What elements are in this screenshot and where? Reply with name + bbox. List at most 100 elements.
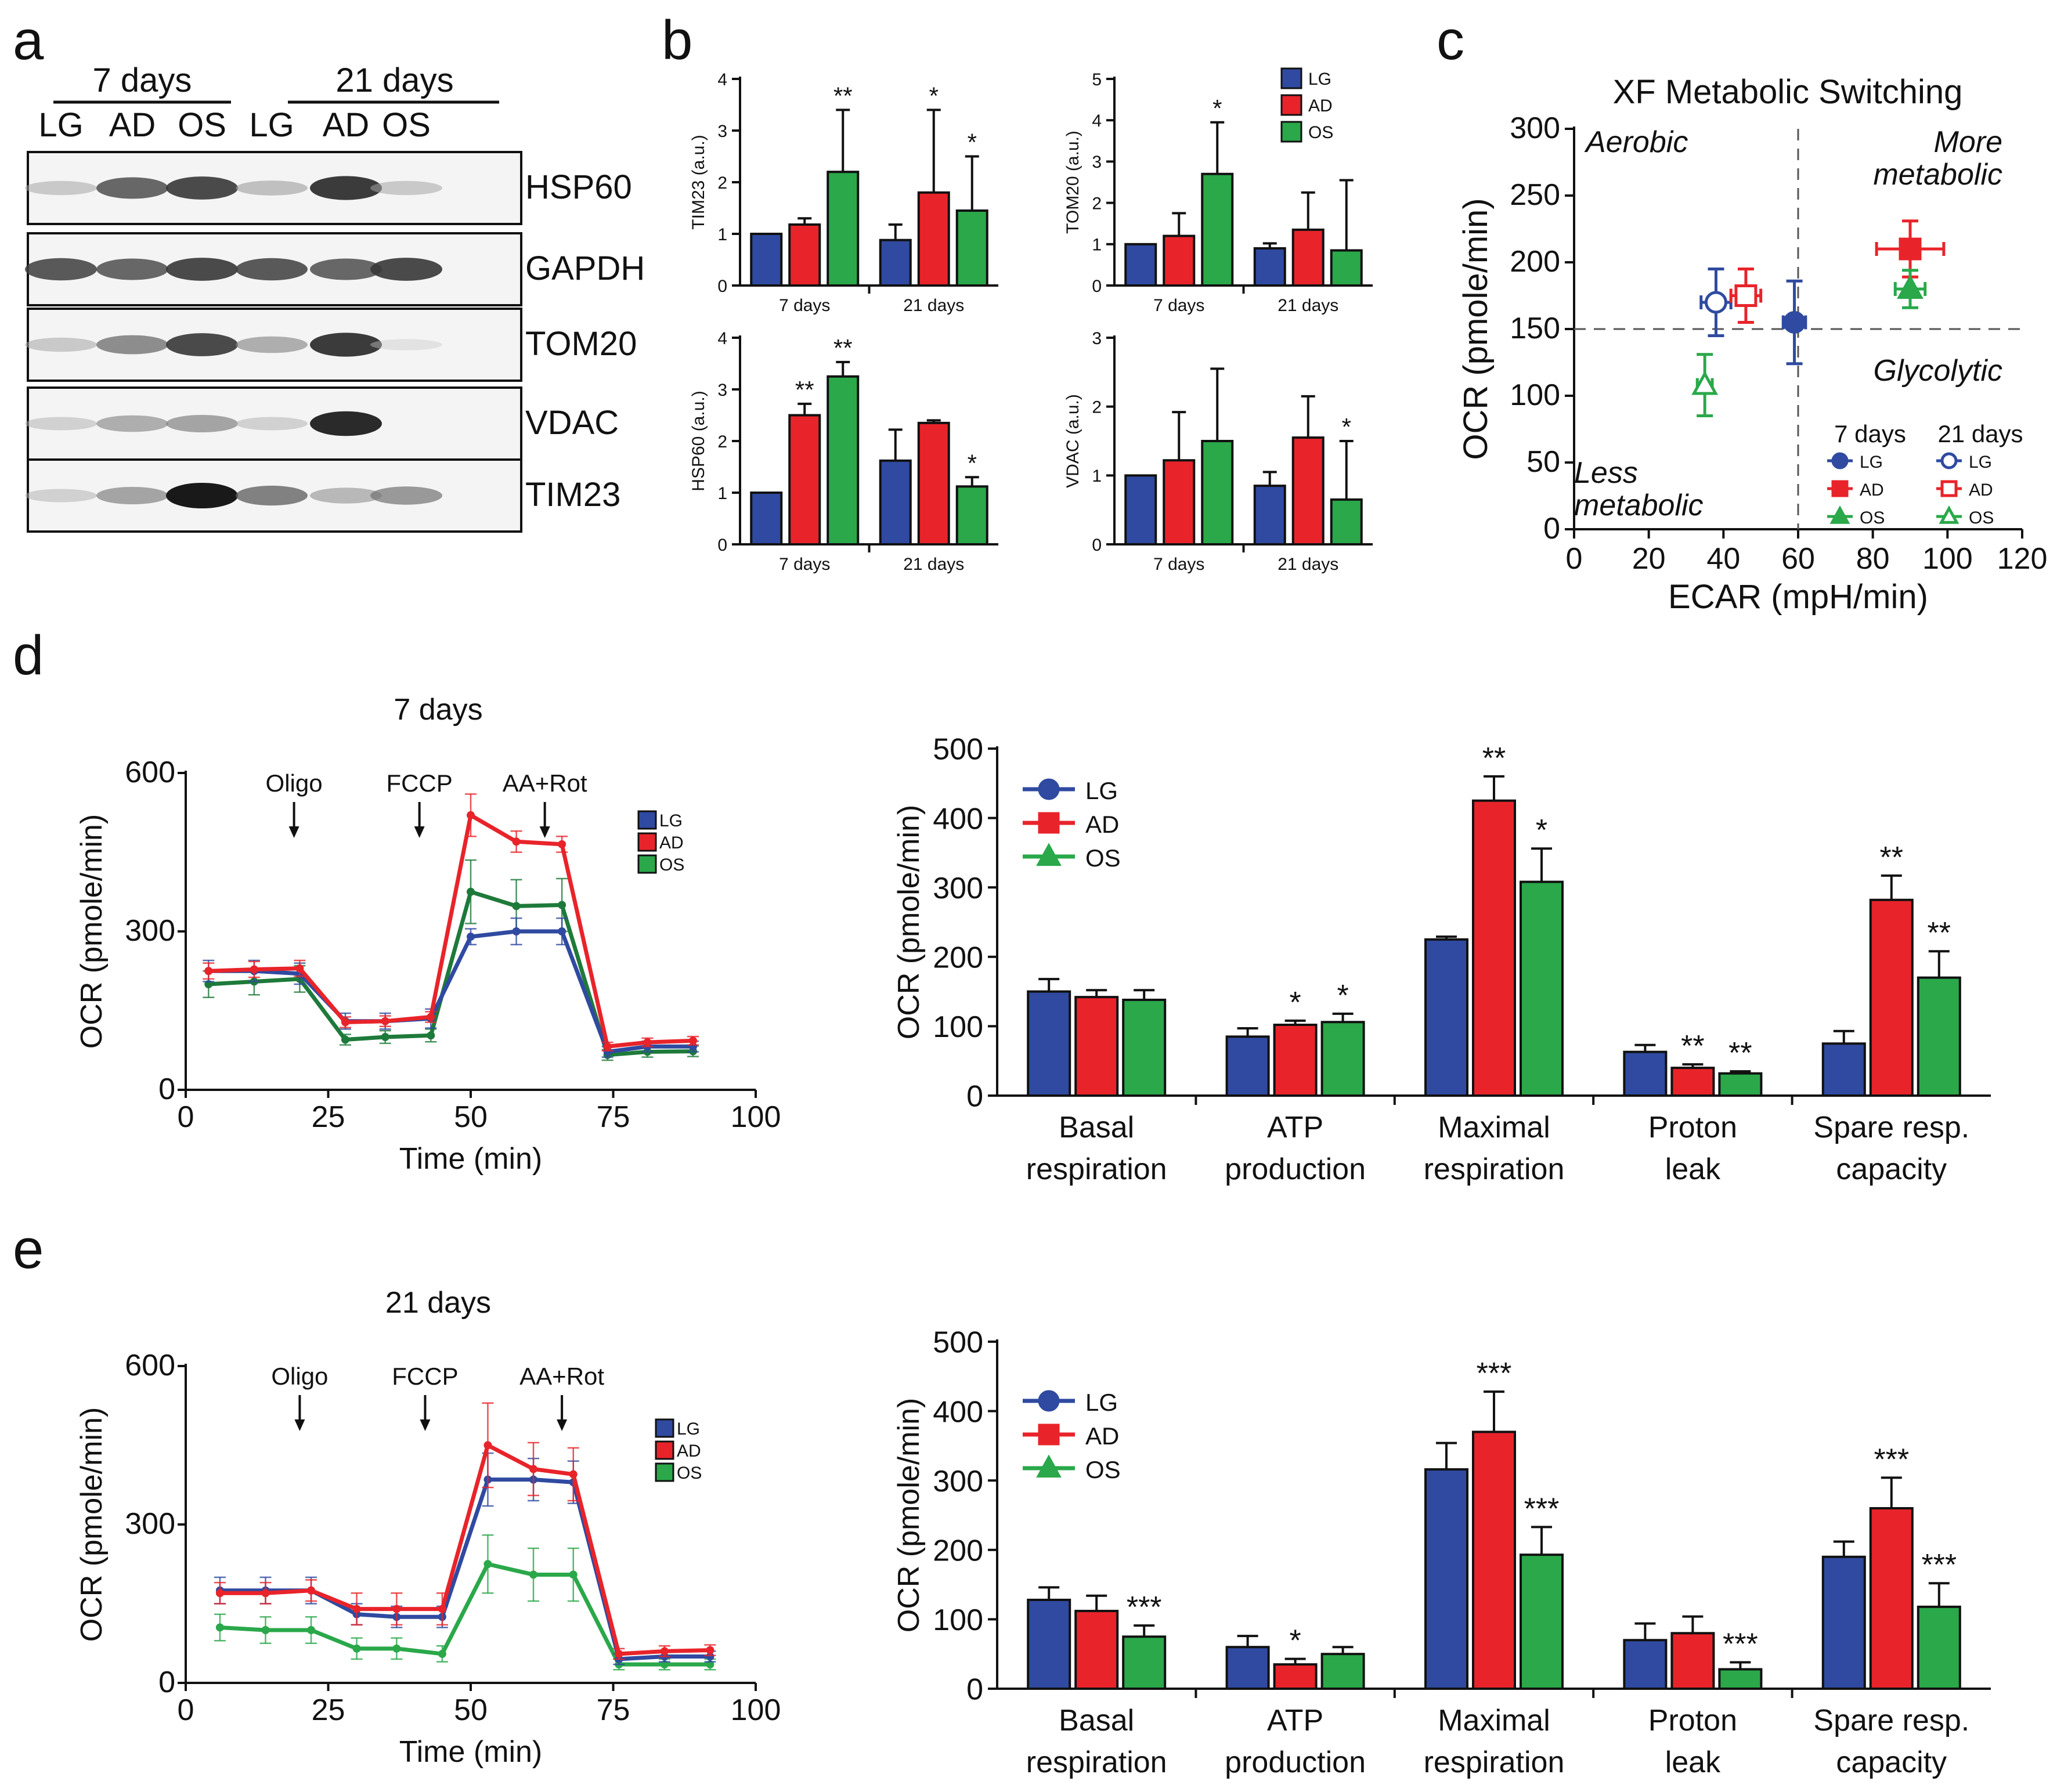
- e-bar-legend-marker-LG: [1038, 1390, 1060, 1412]
- e-line-point-AD: [438, 1605, 446, 1613]
- d-line-point-OS: [427, 1031, 435, 1040]
- c-legend-marker-LG: [1940, 452, 1958, 469]
- c-quadrant-label: metabolic: [1873, 158, 2002, 192]
- d-line-point-AD: [603, 1042, 612, 1051]
- b-hsp60-sig-label: *: [968, 449, 977, 476]
- b-tom20-y-tick-label: 0: [1092, 277, 1102, 296]
- e-bar-legend-label: AD: [1085, 1422, 1119, 1450]
- b-vdac-y-tick-label: 0: [1092, 536, 1102, 555]
- d-bar-category-label: capacity: [1836, 1152, 1947, 1186]
- e-bar-y-tick-label: 100: [933, 1603, 983, 1637]
- blot-band: [166, 258, 238, 281]
- b-tim23-y-axis-label: TIM23 (a.u.): [689, 135, 708, 229]
- e-line-point-OS: [215, 1623, 224, 1632]
- b-tom20-y-tick-label: 2: [1092, 194, 1102, 213]
- d-bar-bar-LG: [1027, 990, 1071, 1097]
- e-bar-category-label: Maximal: [1438, 1704, 1550, 1737]
- blot-lane-label: LG: [249, 106, 294, 144]
- e-line-point-AD: [660, 1647, 669, 1656]
- d-bar-y-axis-label: OCR (pmole/min): [892, 805, 926, 1040]
- b-tim23-y-tick-label: 1: [717, 225, 727, 244]
- d-bar-legend-marker-LG: [1038, 778, 1060, 800]
- e-bar-sig-label: ***: [1723, 1628, 1758, 1661]
- panel-letter-d: d: [13, 624, 44, 687]
- d-bar-sig-label: **: [1681, 1029, 1704, 1063]
- blot-band: [96, 335, 168, 355]
- b-hsp60-y-tick-label: 1: [717, 484, 727, 503]
- d-line-x-tick-label: 25: [312, 1100, 345, 1134]
- c-x-tick-label: 120: [1997, 542, 2048, 576]
- d-line-legend-label: AD: [659, 833, 684, 852]
- b-hsp60-bar-OS: [955, 485, 988, 546]
- e-bar-sig-label: ***: [1524, 1492, 1560, 1526]
- b-tim23-y-tick-label: 3: [717, 122, 727, 141]
- c-legend-label: LG: [1969, 453, 1992, 472]
- b-legend-label: OS: [1308, 123, 1333, 142]
- c-x-tick-label: 100: [1922, 542, 1973, 576]
- e-line-injection-arrowhead: [294, 1419, 305, 1431]
- e-line-point-AD: [392, 1605, 401, 1613]
- e-bar-bar-LG: [1821, 1555, 1866, 1690]
- e-bar-bar-AD: [1670, 1632, 1715, 1690]
- e-bar-bar-OS: [1718, 1668, 1763, 1690]
- b-legend-swatch-LG: [1280, 67, 1302, 89]
- d-line-legend-swatch-OS: [637, 854, 657, 874]
- d-line-legend-swatch-LG: [637, 810, 657, 830]
- b-tom20-bar-AD: [1291, 228, 1325, 287]
- b-hsp60-sig-label: **: [833, 334, 853, 362]
- d-bar-category-label: production: [1225, 1152, 1366, 1186]
- e-bar-y-tick-label: 200: [933, 1534, 983, 1568]
- e-line-injection-label: FCCP: [392, 1363, 458, 1390]
- blot-band: [310, 176, 382, 200]
- b-tim23-y-tick-label: 4: [717, 70, 727, 89]
- d-line-legend-label: OS: [659, 855, 684, 875]
- e-line-title: 21 days: [385, 1286, 491, 1320]
- d-line-point-OS: [341, 1035, 349, 1044]
- e-bar-bar-LG: [1225, 1646, 1270, 1690]
- b-vdac-bar-AD: [1163, 459, 1196, 546]
- c-y-tick-label: 100: [1510, 378, 1560, 412]
- b-legend-label: LG: [1308, 70, 1331, 89]
- c-legend-label: LG: [1860, 453, 1883, 472]
- e-line-legend-label: OS: [677, 1464, 702, 1483]
- d-line-point-OS: [467, 887, 475, 896]
- d-line-point-LG: [467, 933, 475, 941]
- blot-band: [310, 487, 382, 504]
- blot-band: [96, 258, 168, 280]
- b-vdac-y-axis-label: VDAC (a.u.): [1063, 394, 1082, 488]
- d-line-injection-label: AA+Rot: [503, 769, 587, 797]
- e-bar-bar-LG: [1027, 1598, 1071, 1690]
- e-line-injection-label: Oligo: [271, 1363, 328, 1390]
- b-vdac-category-label: 21 days: [1277, 555, 1338, 574]
- d-bar-y-tick-label: 0: [966, 1080, 983, 1114]
- d-line-title: 7 days: [394, 693, 482, 727]
- d-line-point-AD: [558, 840, 566, 848]
- e-line-point-AD: [529, 1465, 538, 1473]
- e-bar-category-label: production: [1225, 1746, 1366, 1779]
- d-line-point-AD: [250, 965, 258, 974]
- d-bar-category-label: Spare resp.: [1813, 1111, 1969, 1144]
- d-line-point-OS: [558, 901, 566, 909]
- c-point-OS-7d: [1897, 274, 1924, 299]
- d-line-point-AD: [688, 1036, 697, 1045]
- d-bar-bar-LG: [1821, 1042, 1866, 1097]
- b-tim23-sig-label: **: [833, 82, 853, 109]
- d-line-point-OS: [381, 1033, 389, 1041]
- d-bar-bar-AD: [1670, 1067, 1715, 1097]
- c-legend-label: OS: [1969, 508, 1994, 528]
- d-bar-bar-LG: [1424, 938, 1468, 1097]
- d-line-point-AD: [295, 964, 304, 973]
- d-bar-category-label: leak: [1665, 1152, 1721, 1186]
- c-quadrant-label: Less: [1574, 456, 1638, 490]
- e-line-y-tick-label: 600: [125, 1349, 175, 1382]
- e-line-legend-swatch-LG: [655, 1418, 674, 1438]
- b-hsp60-bar-AD: [917, 421, 950, 545]
- blot-protein-label: HSP60: [525, 168, 632, 206]
- c-legend-marker-LG: [1831, 452, 1849, 469]
- b-tom20-sig-label: *: [1212, 95, 1222, 122]
- d-bar-y-tick-label: 400: [933, 802, 983, 836]
- blot-lane-label: LG: [38, 106, 83, 144]
- b-tim23-bar-AD: [788, 223, 821, 287]
- blot-lane-label: AD: [323, 106, 370, 144]
